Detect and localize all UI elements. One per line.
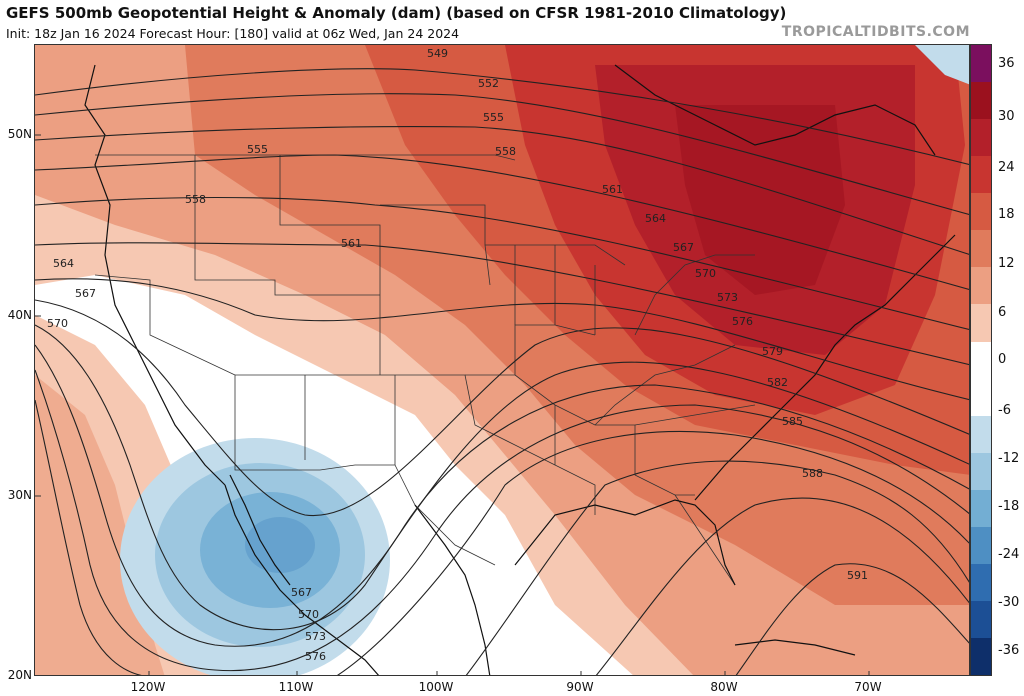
contour-label: 555: [483, 111, 504, 124]
contour-label: 552: [478, 77, 499, 90]
colorbar-tick-label: 18: [998, 207, 1015, 222]
colorbar-segment: [971, 267, 991, 305]
chart-subtitle: Init: 18z Jan 16 2024 Forecast Hour: [18…: [6, 26, 460, 41]
graticule-ticks: [35, 134, 870, 675]
contour-label: 561: [341, 237, 362, 250]
contour-label: 555: [247, 143, 268, 156]
colorbar-tick-label: 6: [998, 305, 1007, 320]
contour-label: 576: [305, 650, 326, 663]
latitude-label: 20N: [7, 668, 32, 682]
contour-label: 567: [291, 586, 312, 599]
colorbar-tick-label: 24: [998, 160, 1015, 175]
colorbar-tick-label: -12: [998, 451, 1020, 466]
colorbar-segment: [971, 156, 991, 194]
contour-label: 558: [495, 145, 516, 158]
colorbar-tick-label: 36: [998, 56, 1015, 71]
colorbar-segment: [971, 526, 991, 564]
contour-label: 561: [602, 183, 623, 196]
longitude-label: 90W: [566, 680, 594, 694]
contour-label: 570: [47, 317, 68, 330]
map-canvas: 549 552 555 555 558 558 561 561 564 564 …: [35, 45, 969, 675]
contour-label: 570: [298, 608, 319, 621]
colorbar-tick-label: 0: [998, 352, 1007, 367]
colorbar-segment: [971, 452, 991, 490]
colorbar-tick-label: 30: [998, 109, 1015, 124]
contour-label: 588: [802, 467, 823, 480]
colorbar-segment: [971, 563, 991, 601]
longitude-label: 70W: [854, 680, 882, 694]
anomaly-fill-negative: [120, 438, 390, 675]
latitude-label: 40N: [7, 308, 32, 322]
colorbar-segment: [971, 119, 991, 157]
coastlines: [84, 64, 956, 675]
contour-label: 564: [645, 212, 666, 225]
contour-label: 549: [427, 47, 448, 60]
colorbar-segment: [971, 378, 991, 416]
colorbar-segment: [971, 82, 991, 120]
contour-label: 573: [717, 291, 738, 304]
contour-label: 585: [782, 415, 803, 428]
longitude-label: 80W: [710, 680, 738, 694]
political-borders: [94, 154, 756, 586]
longitude-label: 120W: [130, 680, 166, 694]
height-contours: [35, 68, 969, 675]
colorbar-tick-label: -24: [998, 547, 1020, 562]
contour-label: 579: [762, 345, 783, 358]
longitude-label: 100W: [418, 680, 454, 694]
site-credit: TROPICALTIDBITS.COM: [781, 24, 970, 40]
colorbar-tick-label: -30: [998, 595, 1020, 610]
anomaly-colorbar: [970, 44, 992, 676]
colorbar-segment: [971, 489, 991, 527]
colorbar-segment: [971, 415, 991, 453]
colorbar-segment: [971, 304, 991, 342]
latitude-label: 30N: [7, 488, 32, 502]
longitude-label: 110W: [278, 680, 314, 694]
anomaly-map: 549 552 555 555 558 558 561 561 564 564 …: [34, 44, 970, 676]
latitude-label: 50N: [7, 127, 32, 141]
colorbar-segment: [971, 230, 991, 268]
contour-label: 570: [695, 267, 716, 280]
colorbar-tick-label: -6: [998, 403, 1011, 418]
colorbar-segment: [971, 341, 991, 379]
colorbar-tick-label: -18: [998, 499, 1020, 514]
contour-label: 567: [673, 241, 694, 254]
colorbar-tick-label: 12: [998, 256, 1015, 271]
contour-label: 564: [53, 257, 74, 270]
contour-label: 591: [847, 569, 868, 582]
chart-title: GEFS 500mb Geopotential Height & Anomaly…: [6, 4, 787, 22]
colorbar-segment: [971, 193, 991, 231]
contour-labels: 549 552 555 555 558 558 561 561 564 564 …: [47, 47, 868, 663]
contour-label: 558: [185, 193, 206, 206]
colorbar-segment: [971, 45, 991, 83]
contour-label: 567: [75, 287, 96, 300]
contour-label: 576: [732, 315, 753, 328]
anomaly-fill-positive: [35, 45, 969, 675]
colorbar-segment: [971, 600, 991, 638]
colorbar-segment: [971, 638, 991, 676]
contour-label: 573: [305, 630, 326, 643]
contour-label: 582: [767, 376, 788, 389]
colorbar-tick-label: -36: [998, 643, 1020, 658]
